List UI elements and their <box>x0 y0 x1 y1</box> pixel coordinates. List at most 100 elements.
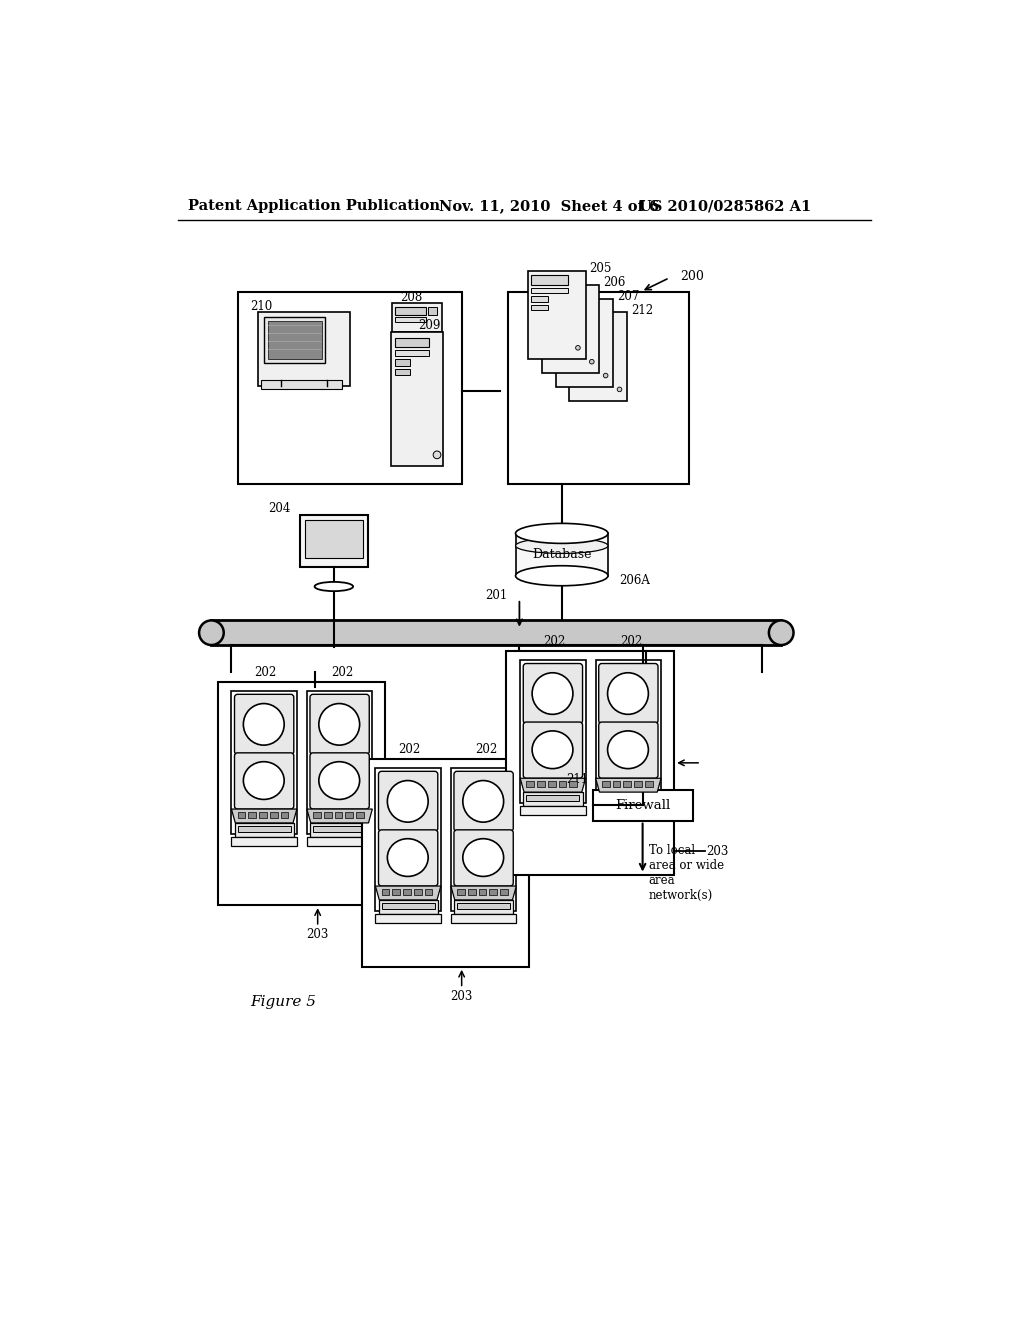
Text: Figure 5: Figure 5 <box>250 994 316 1008</box>
Bar <box>361 759 529 966</box>
Polygon shape <box>596 779 662 792</box>
Bar <box>559 323 575 330</box>
FancyBboxPatch shape <box>599 664 658 723</box>
Bar <box>478 890 486 895</box>
Bar <box>526 795 580 801</box>
Ellipse shape <box>515 539 608 553</box>
FancyBboxPatch shape <box>379 830 438 886</box>
Text: 209: 209 <box>418 319 440 333</box>
Bar <box>345 812 353 818</box>
Bar <box>392 890 400 895</box>
Bar <box>310 822 370 837</box>
Circle shape <box>617 387 622 392</box>
Bar <box>612 781 621 788</box>
Text: 202: 202 <box>544 635 565 648</box>
Polygon shape <box>520 779 586 792</box>
Ellipse shape <box>532 731 572 768</box>
Bar <box>526 781 535 788</box>
Circle shape <box>590 359 594 364</box>
Ellipse shape <box>387 780 428 822</box>
Text: 201: 201 <box>485 589 508 602</box>
FancyBboxPatch shape <box>523 664 583 723</box>
Bar <box>602 795 655 801</box>
Bar <box>545 310 562 315</box>
Bar <box>264 317 326 363</box>
Bar <box>394 338 429 347</box>
Ellipse shape <box>244 762 285 800</box>
Bar <box>376 768 441 911</box>
Bar <box>394 359 410 366</box>
Text: 202: 202 <box>475 743 498 756</box>
Bar <box>572 317 609 326</box>
Text: To local
area or wide
area
network(s): To local area or wide area network(s) <box>649 843 724 902</box>
Bar <box>545 318 562 323</box>
Text: 205: 205 <box>590 261 612 275</box>
Bar <box>542 285 599 374</box>
Bar <box>596 660 662 803</box>
Ellipse shape <box>769 620 794 645</box>
Bar <box>593 789 692 821</box>
Text: US 2010/0285862 A1: US 2010/0285862 A1 <box>639 199 811 213</box>
Bar <box>234 822 294 837</box>
Bar <box>559 333 575 338</box>
Text: 211: 211 <box>566 772 589 785</box>
Polygon shape <box>451 886 516 900</box>
Ellipse shape <box>318 762 359 800</box>
Bar <box>356 812 364 818</box>
Bar <box>324 812 332 818</box>
Bar <box>454 900 513 913</box>
Bar <box>572 346 590 351</box>
Bar <box>506 651 674 874</box>
Bar <box>545 289 582 298</box>
Text: 204: 204 <box>268 502 291 515</box>
Bar <box>645 781 652 788</box>
Bar <box>395 308 426 314</box>
Bar <box>489 890 497 895</box>
Text: 212: 212 <box>631 304 653 317</box>
Bar <box>569 313 628 401</box>
Bar <box>307 692 373 834</box>
Text: 206: 206 <box>603 276 626 289</box>
Bar <box>531 296 548 302</box>
Bar <box>392 304 442 333</box>
Bar <box>559 781 566 788</box>
Bar <box>414 890 422 895</box>
Bar <box>425 890 432 895</box>
Bar <box>249 812 256 818</box>
Bar <box>231 837 297 846</box>
FancyBboxPatch shape <box>454 771 513 832</box>
Text: Database: Database <box>532 548 592 561</box>
Bar <box>508 292 689 484</box>
Bar <box>391 331 443 466</box>
Ellipse shape <box>463 780 504 822</box>
Circle shape <box>575 346 581 350</box>
Text: Firewall: Firewall <box>615 799 671 812</box>
Bar <box>457 903 510 909</box>
Bar <box>451 768 516 911</box>
Text: 202: 202 <box>621 635 642 648</box>
Ellipse shape <box>199 620 223 645</box>
Bar <box>382 903 435 909</box>
Text: 208: 208 <box>400 290 422 304</box>
FancyBboxPatch shape <box>310 694 370 755</box>
Bar <box>602 781 609 788</box>
FancyBboxPatch shape <box>599 722 658 779</box>
Bar <box>596 807 662 816</box>
Bar <box>304 520 364 558</box>
Text: 202: 202 <box>332 667 353 680</box>
Ellipse shape <box>314 582 353 591</box>
Bar <box>238 812 246 818</box>
Bar <box>313 812 321 818</box>
Bar <box>300 515 368 568</box>
Bar <box>520 807 586 816</box>
Bar <box>559 315 596 321</box>
Bar <box>548 781 556 788</box>
FancyBboxPatch shape <box>310 752 370 809</box>
Bar <box>231 692 297 834</box>
Bar <box>395 317 426 322</box>
Ellipse shape <box>318 704 359 744</box>
Bar <box>307 837 373 846</box>
Circle shape <box>603 374 608 378</box>
Ellipse shape <box>607 673 648 714</box>
Bar <box>569 781 578 788</box>
